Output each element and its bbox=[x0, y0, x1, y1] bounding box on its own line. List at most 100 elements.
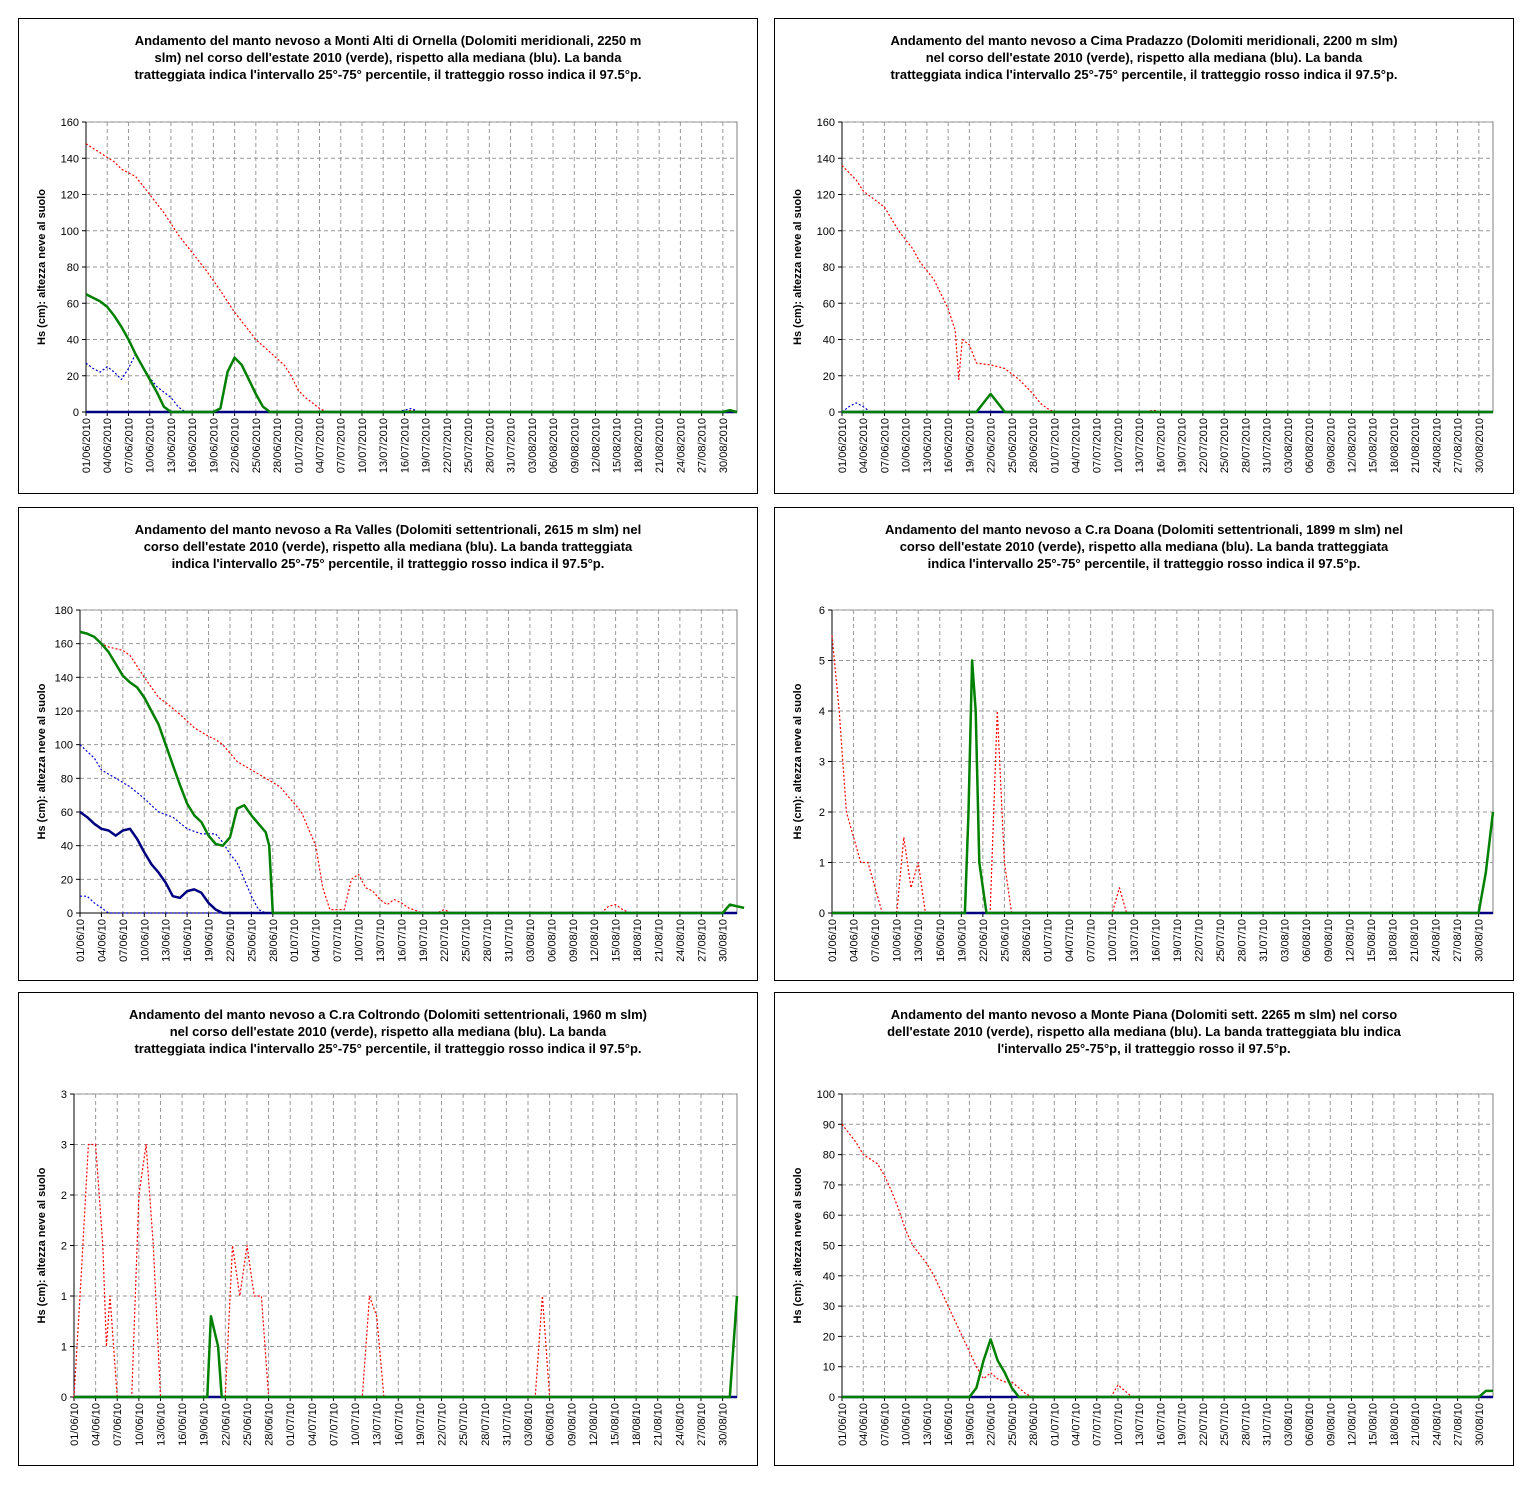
x-tick-label: 25/07/10 bbox=[461, 919, 473, 962]
x-tick-label: 01/06/10 bbox=[69, 1403, 81, 1446]
x-tick-label: 19/07/10 bbox=[418, 919, 430, 962]
y-tick-label: 1 bbox=[61, 1291, 67, 1303]
x-tick-label: 09/08/10 bbox=[568, 919, 580, 962]
x-tick-label: 19/06/10 bbox=[956, 919, 968, 962]
y-tick-label: 5 bbox=[819, 656, 825, 668]
x-tick-label: 13/06/10 bbox=[161, 919, 173, 962]
y-tick-label: 100 bbox=[61, 226, 79, 238]
x-tick-label: 18/08/10 bbox=[631, 1403, 643, 1446]
x-tick-label: 31/07/10 bbox=[503, 919, 515, 962]
y-tick-label: 140 bbox=[61, 153, 79, 165]
y-tick-label: 4 bbox=[819, 706, 825, 718]
x-tick-label: 09/08/10 bbox=[1323, 919, 1335, 962]
x-tick-label: 22/07/10 bbox=[439, 919, 451, 962]
y-tick-label: 70 bbox=[823, 1180, 835, 1192]
x-tick-label: 25/07/10 bbox=[458, 1403, 470, 1446]
x-tick-label: 12/08/2010 bbox=[590, 418, 602, 473]
x-tick-label: 31/07/2010 bbox=[506, 418, 518, 473]
x-tick-label: 01/07/10 bbox=[289, 919, 301, 962]
y-tick-label: 30 bbox=[823, 1301, 835, 1313]
y-tick-label: 90 bbox=[823, 1119, 835, 1131]
x-tick-label: 19/06/10 bbox=[199, 1403, 211, 1446]
chart-title-line: corso dell'estate 2010 (verde), rispetto… bbox=[900, 539, 1389, 554]
x-tick-label: 13/07/10 bbox=[372, 1403, 384, 1446]
x-tick-label: 06/08/10 bbox=[1304, 1403, 1316, 1446]
x-tick-label: 12/08/10 bbox=[1344, 919, 1356, 962]
x-tick-label: 04/06/10 bbox=[849, 919, 861, 962]
x-tick-label: 25/07/2010 bbox=[1219, 418, 1231, 473]
x-tick-label: 07/06/10 bbox=[879, 1403, 891, 1446]
x-tick-label: 07/07/10 bbox=[1086, 919, 1098, 962]
x-tick-label: 13/07/2010 bbox=[378, 418, 390, 473]
series-line-2010 bbox=[74, 1295, 739, 1399]
x-tick-label: 09/08/10 bbox=[566, 1403, 578, 1446]
x-tick-label: 04/06/2010 bbox=[102, 418, 114, 473]
chart-3: Andamento del manto nevoso a Ra Valles (… bbox=[36, 522, 745, 962]
x-tick-label: 27/08/10 bbox=[1452, 919, 1464, 962]
x-tick-label: 22/06/10 bbox=[986, 1403, 998, 1446]
chart-title-line: indica l'intervallo 25°-75° percentile, … bbox=[172, 556, 605, 571]
x-tick-label: 25/06/10 bbox=[242, 1403, 254, 1446]
y-tick-label: 60 bbox=[823, 1210, 835, 1222]
y-tick-label: 120 bbox=[61, 190, 79, 202]
chart-2: Andamento del manto nevoso a Cima Pradaz… bbox=[792, 33, 1494, 473]
y-axis-label: Hs (cm): altezza neve al suolo bbox=[36, 1167, 48, 1323]
x-tick-label: 04/07/2010 bbox=[315, 418, 327, 473]
x-tick-label: 28/07/10 bbox=[482, 919, 494, 962]
x-tick-label: 04/06/10 bbox=[91, 1403, 103, 1446]
x-tick-label: 30/08/10 bbox=[1474, 1403, 1486, 1446]
x-tick-label: 16/07/10 bbox=[393, 1403, 405, 1446]
x-tick-label: 16/06/2010 bbox=[943, 418, 955, 473]
series-line-median bbox=[79, 810, 737, 915]
x-tick-label: 25/07/2010 bbox=[463, 418, 475, 473]
chart-title-line: Andamento del manto nevoso a C.ra Doana … bbox=[885, 522, 1403, 537]
x-tick-label: 13/07/10 bbox=[375, 919, 387, 962]
y-tick-label: 40 bbox=[61, 841, 73, 853]
x-tick-label: 30/08/2010 bbox=[718, 418, 730, 473]
x-tick-label: 28/06/10 bbox=[268, 919, 280, 962]
x-tick-label: 27/08/10 bbox=[696, 1403, 708, 1446]
x-tick-label: 22/07/10 bbox=[1198, 1403, 1210, 1446]
chart-title-line: Andamento del manto nevoso a C.ra Coltro… bbox=[129, 1007, 647, 1022]
series-line-2010 bbox=[832, 659, 1495, 915]
y-axis-label: Hs (cm): altezza neve al suolo bbox=[36, 189, 48, 345]
x-tick-label: 03/08/2010 bbox=[527, 418, 539, 473]
x-tick-label: 07/06/2010 bbox=[123, 418, 135, 473]
x-tick-label: 10/07/10 bbox=[1107, 919, 1119, 962]
chart-title-line: Andamento del manto nevoso a Ra Valles (… bbox=[135, 522, 641, 537]
x-tick-label: 12/08/10 bbox=[589, 919, 601, 962]
x-tick-label: 15/08/10 bbox=[1366, 919, 1378, 962]
x-tick-label: 28/07/2010 bbox=[1240, 418, 1252, 473]
x-tick-label: 27/08/10 bbox=[696, 919, 708, 962]
y-tick-label: 160 bbox=[55, 639, 73, 651]
chart-panel-2: Andamento del manto nevoso a Cima Pradaz… bbox=[774, 18, 1514, 494]
chart-title-line: l'intervallo 25°-75°p, il tratteggio ros… bbox=[997, 1041, 1290, 1056]
x-tick-label: 22/07/2010 bbox=[442, 418, 454, 473]
x-tick-label: 28/07/10 bbox=[1237, 919, 1249, 962]
x-tick-label: 16/06/10 bbox=[182, 919, 194, 962]
x-tick-label: 12/08/10 bbox=[1346, 1403, 1358, 1446]
x-tick-label: 10/07/2010 bbox=[1113, 418, 1125, 473]
x-tick-label: 07/07/10 bbox=[332, 919, 344, 962]
x-tick-label: 30/08/2010 bbox=[1474, 418, 1486, 473]
x-tick-label: 25/06/10 bbox=[1007, 1403, 1019, 1446]
x-tick-label: 24/08/10 bbox=[674, 1403, 686, 1446]
y-tick-label: 60 bbox=[61, 807, 73, 819]
chart-title-line: tratteggiata indica l'intervallo 25°-75°… bbox=[890, 67, 1397, 82]
x-tick-label: 28/06/2010 bbox=[272, 418, 284, 473]
x-tick-label: 22/07/2010 bbox=[1198, 418, 1210, 473]
x-tick-label: 10/06/2010 bbox=[901, 418, 913, 473]
chart-title-line: Andamento del manto nevoso a Monti Alti … bbox=[135, 33, 642, 48]
x-tick-label: 03/08/10 bbox=[1283, 1403, 1295, 1446]
x-tick-label: 06/08/10 bbox=[545, 1403, 557, 1446]
x-tick-label: 04/07/10 bbox=[307, 1403, 319, 1446]
x-tick-label: 10/06/10 bbox=[134, 1403, 146, 1446]
x-tick-label: 04/06/2010 bbox=[858, 418, 870, 473]
chart-title-line: corso dell'estate 2010 (verde), rispetto… bbox=[144, 539, 633, 554]
x-tick-label: 01/06/2010 bbox=[837, 418, 849, 473]
x-tick-label: 27/08/10 bbox=[1453, 1403, 1465, 1446]
x-tick-label: 30/08/10 bbox=[718, 919, 730, 962]
chart-title-line: dell'estate 2010 (verde), rispetto alla … bbox=[887, 1024, 1402, 1039]
x-tick-label: 15/08/10 bbox=[609, 1403, 621, 1446]
x-tick-label: 24/08/10 bbox=[1431, 1403, 1443, 1446]
